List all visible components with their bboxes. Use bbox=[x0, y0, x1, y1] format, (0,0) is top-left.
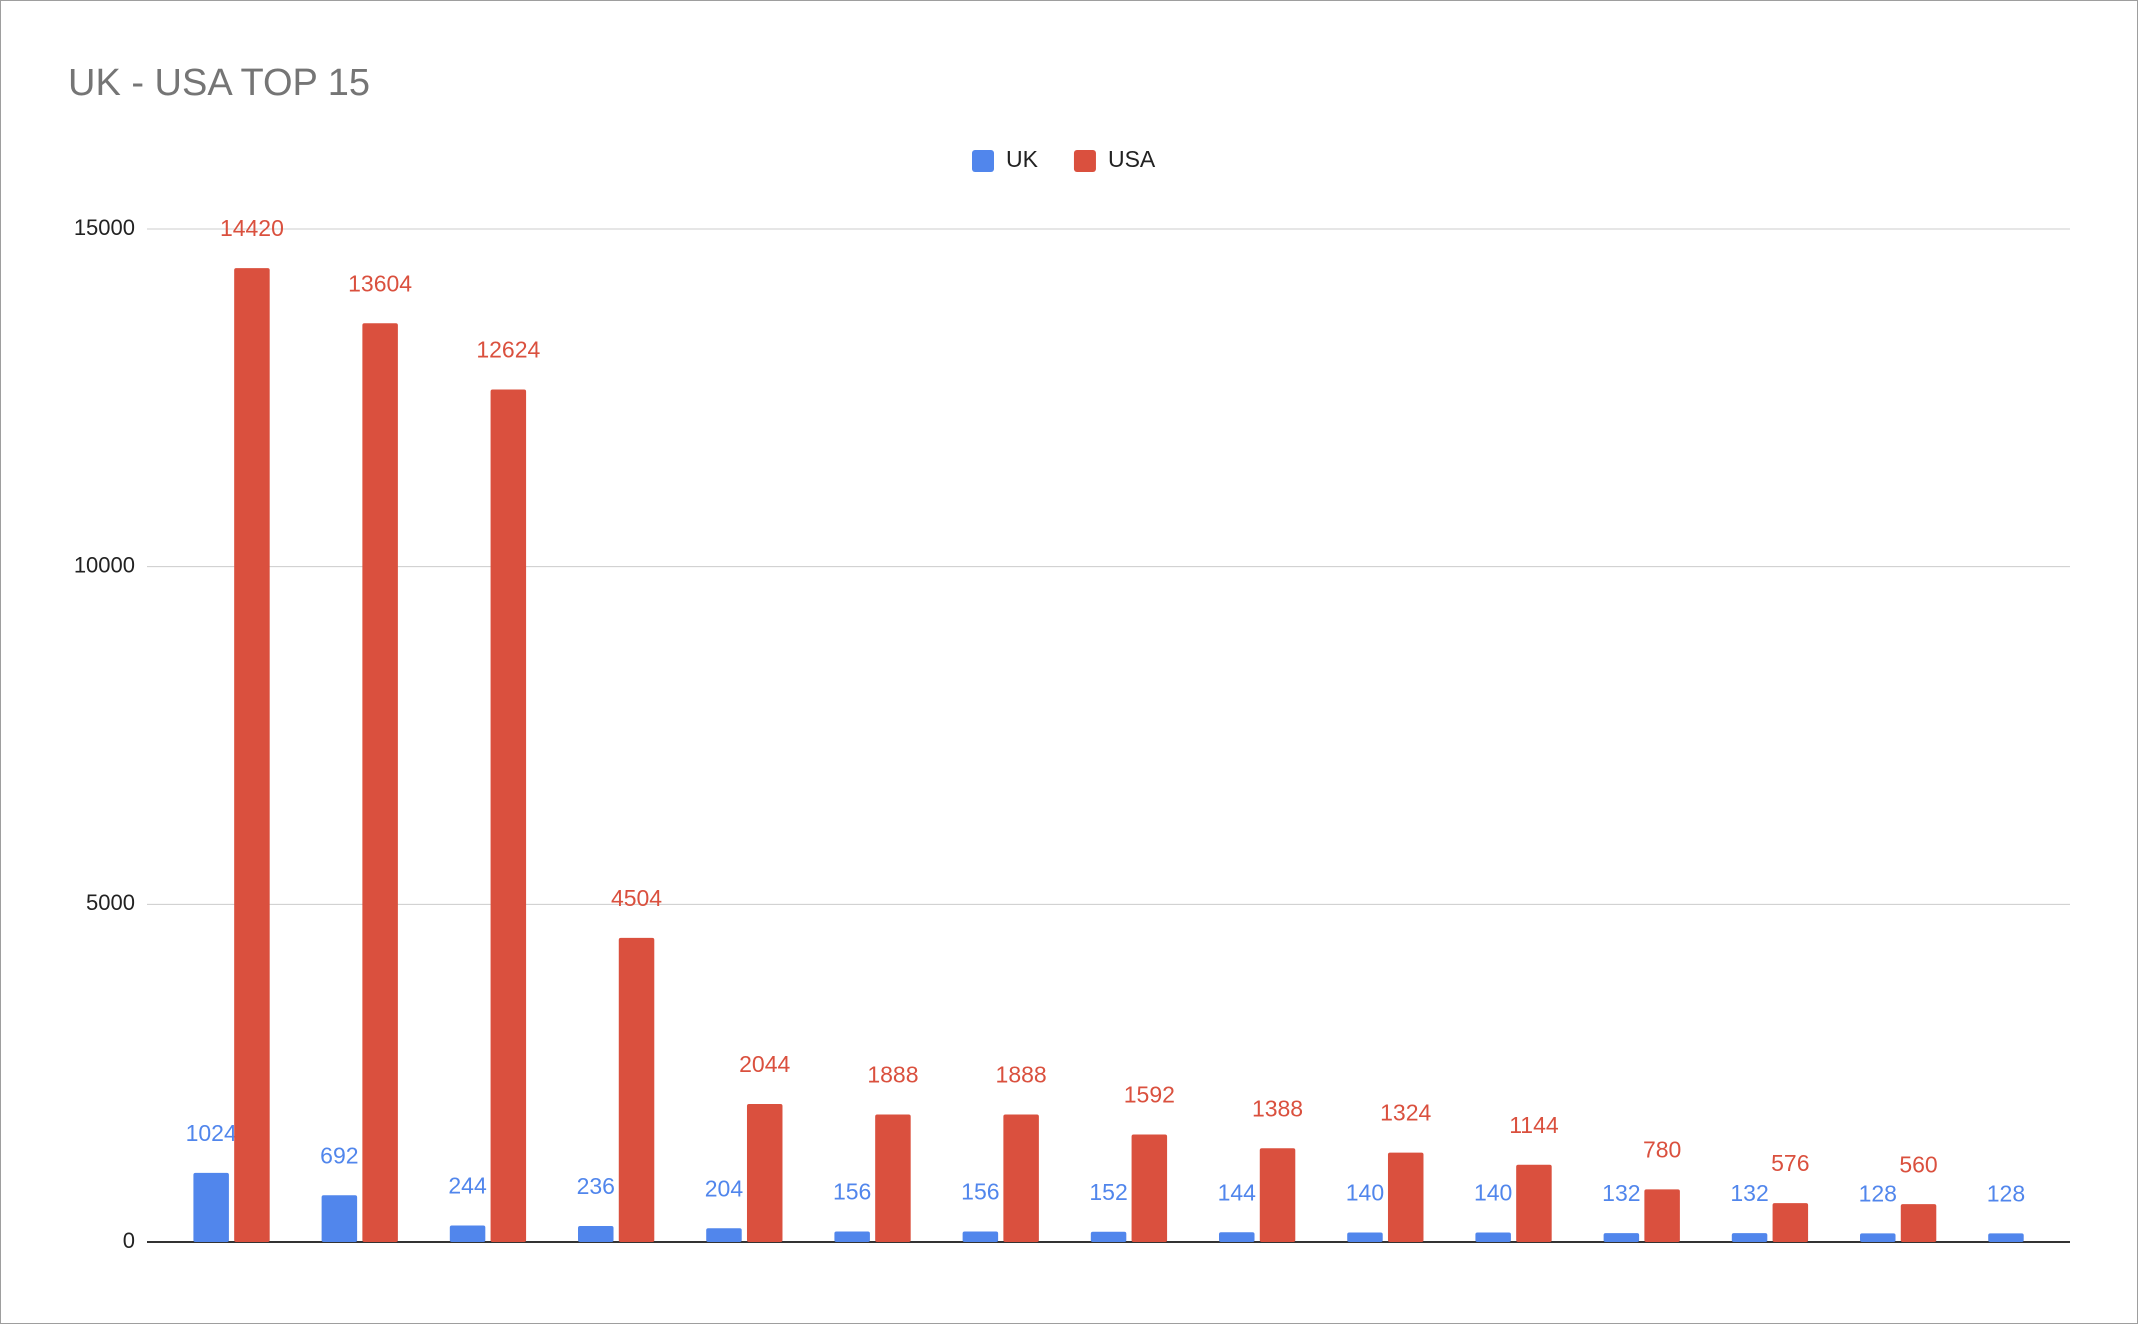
bar bbox=[1090, 1231, 1127, 1242]
data-label: 140 bbox=[1474, 1180, 1512, 1206]
bar bbox=[1772, 1203, 1809, 1242]
data-label: 692 bbox=[320, 1142, 358, 1168]
data-label: 780 bbox=[1643, 1136, 1681, 1162]
data-label: 1144 bbox=[1509, 1112, 1559, 1138]
data-label: 156 bbox=[833, 1179, 871, 1205]
y-tick-label: 5000 bbox=[86, 890, 135, 915]
bar bbox=[321, 1195, 358, 1242]
data-label: 132 bbox=[1602, 1180, 1640, 1206]
bar bbox=[1644, 1189, 1680, 1242]
bar bbox=[1003, 1114, 1039, 1242]
legend-label: UK bbox=[1006, 146, 1039, 172]
data-label: 236 bbox=[577, 1173, 615, 1199]
data-label: 1888 bbox=[867, 1062, 918, 1088]
bar bbox=[1475, 1232, 1511, 1242]
bar bbox=[578, 1226, 614, 1242]
data-label: 14420 bbox=[220, 215, 284, 241]
data-label: 204 bbox=[705, 1175, 744, 1201]
bar bbox=[706, 1228, 742, 1242]
bar bbox=[362, 323, 398, 1243]
data-label: 12624 bbox=[476, 337, 540, 363]
data-label: 1592 bbox=[1124, 1082, 1175, 1108]
data-label: 13604 bbox=[348, 270, 412, 296]
bar bbox=[193, 1172, 229, 1242]
bar bbox=[1731, 1233, 1768, 1242]
bar bbox=[746, 1103, 783, 1242]
legend-swatch bbox=[1073, 150, 1096, 172]
data-label: 128 bbox=[1987, 1180, 2025, 1206]
bar bbox=[449, 1225, 486, 1242]
legend-label: USA bbox=[1108, 146, 1156, 172]
data-label: 1024 bbox=[186, 1120, 237, 1146]
bar bbox=[962, 1231, 999, 1242]
bar bbox=[618, 937, 655, 1242]
data-label: 1324 bbox=[1380, 1100, 1431, 1126]
bar bbox=[1900, 1204, 1937, 1242]
data-label: 244 bbox=[448, 1173, 487, 1199]
bar bbox=[1131, 1134, 1168, 1242]
bar bbox=[875, 1114, 911, 1242]
data-label: 576 bbox=[1771, 1150, 1809, 1176]
data-label: 144 bbox=[1218, 1179, 1257, 1205]
bar bbox=[1347, 1232, 1383, 1242]
bar bbox=[490, 389, 527, 1242]
data-label: 2044 bbox=[739, 1051, 790, 1077]
data-label: 152 bbox=[1089, 1179, 1127, 1205]
bar bbox=[834, 1231, 870, 1242]
y-tick-label: 15000 bbox=[74, 215, 135, 240]
data-label: 128 bbox=[1859, 1180, 1897, 1206]
bar bbox=[1860, 1233, 1896, 1242]
chart-title: UK - USA TOP 15 bbox=[68, 62, 370, 104]
bar bbox=[1988, 1233, 2024, 1242]
bar bbox=[1259, 1148, 1296, 1242]
y-tick-label: 0 bbox=[123, 1228, 135, 1253]
bar bbox=[234, 268, 270, 1243]
data-label: 560 bbox=[1899, 1151, 1937, 1177]
data-label: 140 bbox=[1346, 1180, 1384, 1206]
bar bbox=[1603, 1233, 1640, 1242]
data-label: 132 bbox=[1730, 1180, 1768, 1206]
legend-swatch bbox=[972, 150, 994, 172]
bar bbox=[1387, 1152, 1424, 1242]
data-label: 1388 bbox=[1252, 1095, 1303, 1121]
bar bbox=[1219, 1232, 1255, 1242]
data-label: 4504 bbox=[611, 885, 662, 911]
y-tick-label: 10000 bbox=[74, 552, 135, 577]
data-label: 156 bbox=[961, 1179, 999, 1205]
bar bbox=[1516, 1164, 1552, 1242]
data-label: 1888 bbox=[996, 1062, 1047, 1088]
